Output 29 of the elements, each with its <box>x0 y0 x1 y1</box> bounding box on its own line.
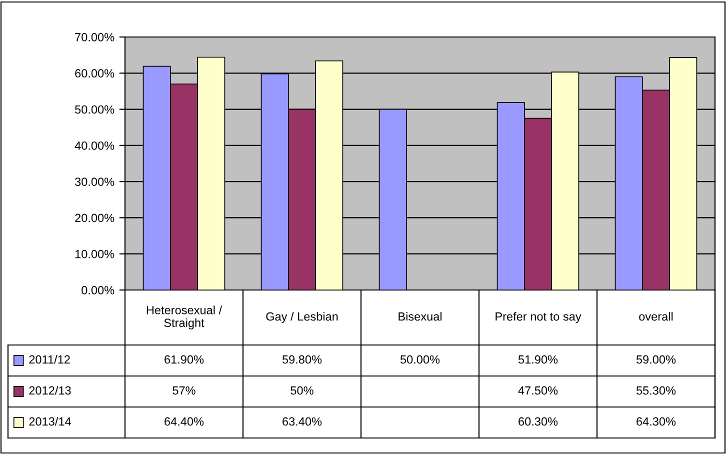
legend-label: 2012/13 <box>29 386 71 395</box>
legend-label: 2011/12 <box>29 354 70 364</box>
data-label: 50.00% <box>400 355 440 364</box>
y-tick-label: 20.00% <box>75 214 114 222</box>
y-tick-label: 30.00% <box>74 178 114 186</box>
x-tick-label: Heterosexual / Straight <box>146 306 222 330</box>
y-tick-label: 40.00% <box>74 141 114 150</box>
data-label: 50% <box>290 386 314 395</box>
data-label: 63.40% <box>282 417 322 426</box>
y-tick-label: 10.00% <box>75 250 114 258</box>
data-label: 57% <box>172 386 196 395</box>
x-tick-label: overall <box>639 312 673 321</box>
x-tick-label: Bisexual <box>398 312 442 321</box>
data-label: 47.50% <box>518 386 558 395</box>
legend-label: 2013/14 <box>29 416 71 426</box>
x-tick-label: Prefer not to say <box>496 312 582 324</box>
data-label: 59.80% <box>282 355 322 364</box>
y-tick-label: 50.00% <box>75 105 114 114</box>
data-label: 64.40% <box>164 417 204 426</box>
data-label: 51.90% <box>518 355 558 364</box>
x-tick-label: Gay / Lesbian <box>266 312 338 324</box>
data-label: 64.30% <box>636 417 676 426</box>
data-label: 60.30% <box>518 417 558 426</box>
data-label: 55.30% <box>636 386 676 395</box>
y-tick-label: 70.00% <box>75 33 114 42</box>
y-tick-label: 0.00% <box>82 286 114 294</box>
data-label: 59.00% <box>636 355 676 364</box>
y-tick-label: 60.00% <box>75 69 114 78</box>
data-label: 61.90% <box>164 355 204 364</box>
